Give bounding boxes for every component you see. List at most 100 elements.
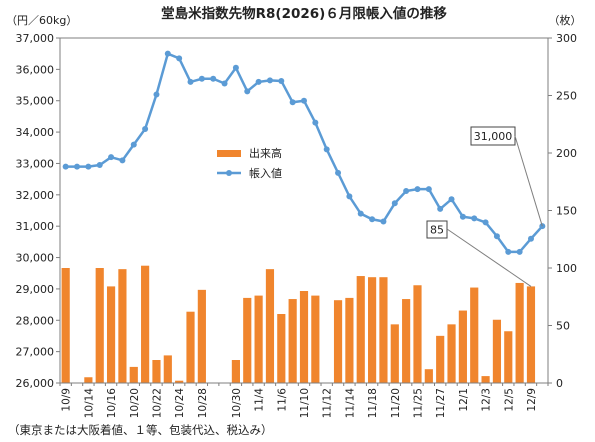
volume-bar (243, 297, 252, 383)
volume-bar (277, 314, 286, 383)
volume-bar (231, 360, 240, 383)
price-point (176, 55, 183, 62)
price-point (301, 97, 307, 104)
price-point (312, 119, 319, 126)
volume-bar (447, 324, 456, 383)
x-tick-label: 10/20 (129, 388, 141, 418)
price-line (65, 51, 544, 254)
volume-bar (163, 355, 172, 383)
footnote: （東京または大阪着値、１等、包装代込、税込み） (8, 423, 273, 437)
price-point (255, 78, 262, 85)
right-tick-label: 100 (556, 262, 577, 275)
left-tick-label: 33,000 (16, 157, 55, 170)
volume-bar (470, 287, 479, 383)
volume-bar (368, 277, 377, 383)
price-point (164, 50, 171, 57)
volume-bar (379, 277, 388, 383)
price-point (153, 91, 160, 98)
x-tick-label: 10/28 (197, 388, 209, 418)
price-point (130, 141, 137, 148)
volume-bar (129, 366, 138, 383)
x-tick-label: 10/24 (174, 388, 186, 419)
volume-bar (526, 286, 536, 383)
x-tick-label: 11/12 (322, 388, 334, 418)
x-tick-label: 10/14 (83, 388, 95, 419)
left-tick-label: 32,000 (16, 189, 55, 202)
volume-callout-label: 85 (430, 224, 444, 237)
volume-bar (492, 319, 502, 383)
left-tick-label: 36,000 (16, 63, 55, 76)
price-point (482, 219, 489, 226)
volume-bar (504, 331, 513, 383)
price-point (414, 186, 421, 193)
price-callout-label: 31,000 (474, 130, 513, 143)
price-point (369, 216, 376, 223)
volume-bar (424, 369, 433, 383)
x-tick-label: 10/16 (106, 388, 118, 419)
price-point (119, 157, 126, 164)
volume-bar (61, 268, 70, 383)
price-point (266, 77, 273, 84)
legend-box (212, 140, 298, 184)
x-tick-label: 12/3 (481, 388, 493, 412)
x-tick-label: 10/30 (231, 388, 243, 418)
left-axis-unit: （円／60kg） (6, 14, 77, 27)
left-tick-label: 35,000 (16, 95, 55, 108)
volume-bar (413, 285, 422, 383)
x-tick-label: 12/5 (503, 388, 515, 412)
right-tick-label: 300 (556, 32, 577, 45)
legend-label-volume: 出来高 (249, 146, 282, 160)
price-point (425, 186, 432, 193)
price-point (346, 193, 353, 200)
chart-title: 堂島米指数先物R8(2026)６月限帳入値の推移 (161, 5, 447, 22)
price-point (527, 235, 534, 242)
price-point (278, 77, 285, 84)
left-tick-label: 26,000 (16, 377, 55, 390)
left-tick-label: 37,000 (16, 32, 55, 45)
price-point (505, 248, 512, 255)
x-tick-label: 12/9 (526, 388, 538, 412)
price-point (221, 80, 228, 87)
price-point (391, 200, 398, 207)
left-tick-label: 28,000 (16, 314, 55, 327)
volume-bar (152, 360, 161, 383)
price-point (187, 78, 194, 85)
volume-callout-leader (446, 228, 532, 287)
left-tick-label: 34,000 (16, 126, 55, 139)
price-point (108, 154, 115, 161)
volume-bar (254, 295, 263, 383)
price-point (323, 146, 330, 153)
volume-bar (402, 299, 411, 383)
right-tick-label: 250 (556, 90, 577, 103)
volume-bar (311, 295, 320, 383)
volume-bar (288, 299, 297, 383)
left-tick-label: 31,000 (16, 220, 55, 233)
x-tick-label: 10/22 (151, 388, 163, 418)
volume-bar (118, 269, 127, 383)
x-tick-label: 11/14 (344, 388, 356, 419)
volume-bar (141, 265, 150, 383)
price-point (493, 233, 500, 240)
volume-bar (390, 324, 399, 383)
left-tick-label: 27,000 (16, 346, 55, 359)
price-point (142, 125, 149, 132)
volume-bar (458, 310, 467, 383)
volume-bar (515, 282, 524, 383)
left-tick-label: 29,000 (16, 283, 55, 296)
price-point (74, 163, 81, 170)
volume-bar (481, 376, 490, 383)
price-point (198, 75, 205, 82)
price-point (210, 75, 217, 82)
price-point (380, 218, 387, 225)
price-point (437, 205, 444, 212)
price-point (516, 248, 523, 255)
x-tick-label: 11/4 (254, 388, 266, 412)
right-tick-label: 200 (556, 147, 577, 160)
volume-bar (95, 268, 104, 383)
right-tick-label: 0 (556, 377, 563, 390)
volume-bar (436, 335, 445, 383)
price-point (471, 215, 478, 222)
legend-line-marker (226, 170, 232, 176)
price-point (403, 188, 410, 195)
right-tick-label: 150 (556, 205, 577, 218)
